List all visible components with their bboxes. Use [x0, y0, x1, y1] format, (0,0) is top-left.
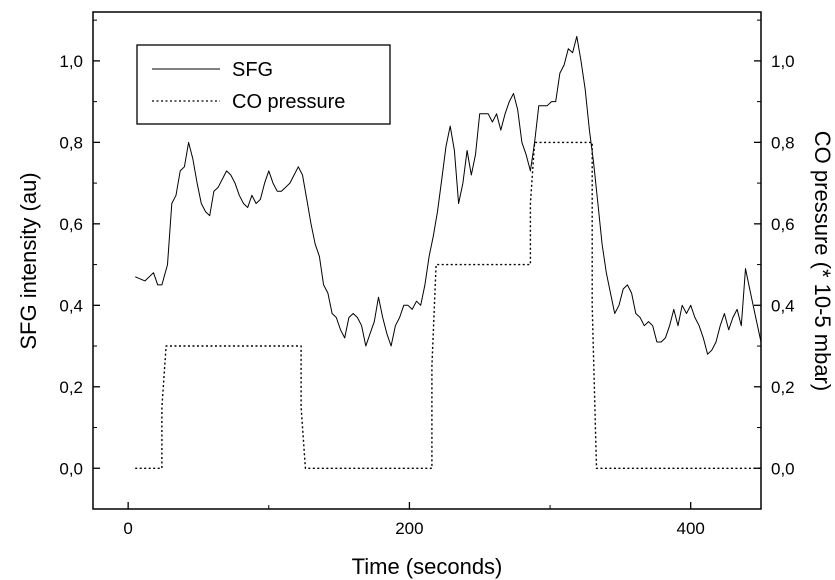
x-axis-title: Time (seconds)	[352, 554, 503, 579]
y2-axis-ticks: 0,0 0,2 0,4 0,6 0,8 1,0	[754, 19, 795, 478]
y-tick-label: 0,2	[59, 378, 83, 397]
y-tick-label: 0,4	[59, 296, 83, 315]
sfg-line	[135, 35, 762, 355]
y2-tick-label: 0,2	[771, 378, 795, 397]
plot-frame	[92, 11, 762, 510]
legend-box	[136, 44, 391, 125]
x-tick-label: 0	[123, 519, 132, 538]
y-axis-ticks: 0,0 0,2 0,4 0,6 0,8 1,0	[59, 19, 100, 478]
x-axis-ticks: 0 200 400	[123, 502, 705, 538]
y-tick-label: 0,6	[59, 215, 83, 234]
legend-sfg-label: SFG	[232, 59, 273, 81]
y-axis-title: SFG intensity (au)	[16, 172, 41, 349]
y2-tick-label: 0,6	[771, 215, 795, 234]
y-tick-label: 1,0	[59, 52, 83, 71]
legend: SFG CO pressure	[136, 44, 391, 125]
legend-co-label: CO pressure	[232, 91, 345, 113]
x-tick-label: 400	[676, 519, 704, 538]
y2-axis-title: CO pressure (* 10-5 mbar)	[810, 131, 835, 391]
y2-tick-label: 0,0	[771, 459, 795, 478]
series-layer	[135, 35, 762, 469]
x-tick-label: 200	[395, 519, 423, 538]
y2-tick-label: 1,0	[771, 52, 795, 71]
y-tick-label: 0,8	[59, 133, 83, 152]
y-tick-label: 0,0	[59, 459, 83, 478]
y2-tick-label: 0,4	[771, 296, 795, 315]
co-pressure-line	[135, 141, 761, 469]
y2-tick-label: 0,8	[771, 133, 795, 152]
